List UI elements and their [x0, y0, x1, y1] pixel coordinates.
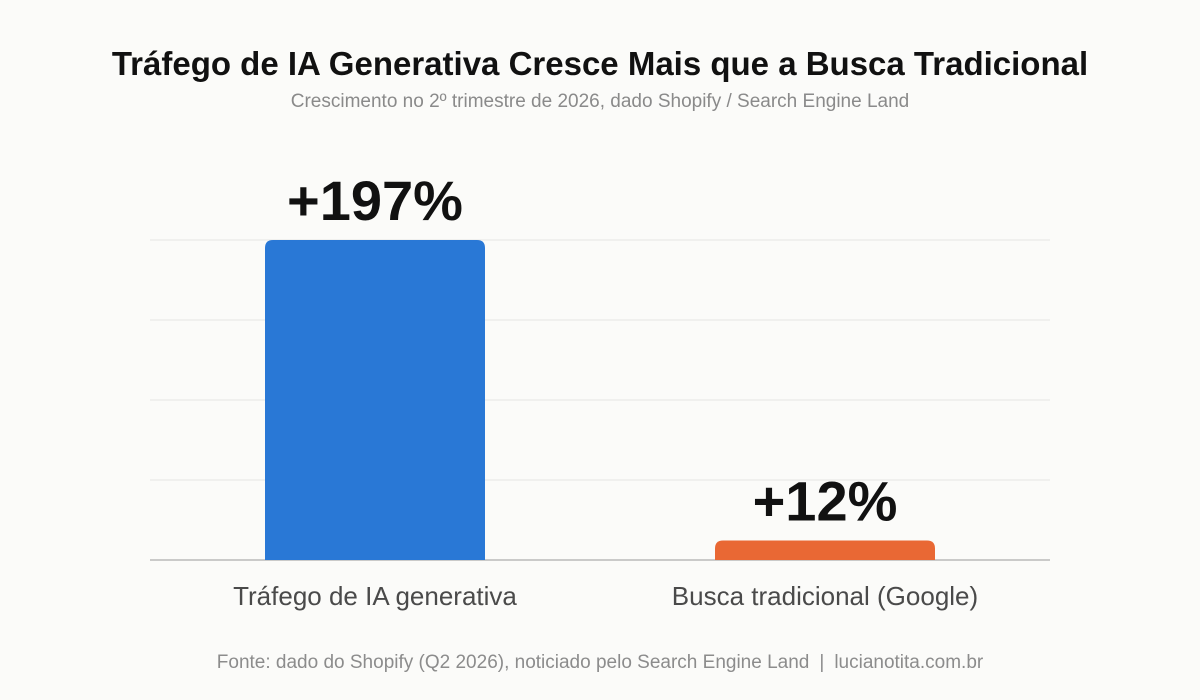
footer-separator: | [819, 652, 825, 673]
category-tick-labels: Tráfego de IA generativa Busca tradiciona… [233, 581, 978, 611]
footer-site-link[interactable]: lucianotita.com.br [834, 652, 984, 673]
data-labels: +197% +12% [287, 169, 897, 533]
footer-source: Fonte: dado do Shopify (Q2 2026), notici… [216, 652, 810, 673]
data-label-1: +197% [287, 169, 463, 232]
bar-2 [715, 540, 935, 560]
bar-1 [265, 240, 485, 560]
data-label-2: +12% [753, 470, 898, 533]
category-label-1: Tráfego de IA generativa [233, 581, 517, 611]
chart-title: Tráfego de IA Generativa Cresce Mais que… [111, 45, 1089, 82]
bars [265, 240, 935, 560]
footer: Fonte: dado do Shopify (Q2 2026), notici… [0, 651, 1200, 675]
chart-subtitle: Crescimento no 2º trimestre de 2026, dad… [290, 91, 910, 112]
category-label-2: Busca tradicional (Google) [672, 581, 978, 611]
